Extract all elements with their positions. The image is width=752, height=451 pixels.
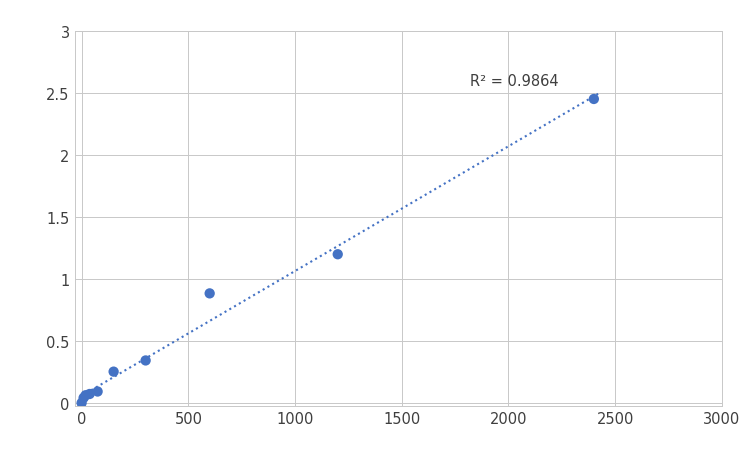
- Point: [83, 391, 96, 398]
- Point: [588, 96, 600, 103]
- Point: [332, 251, 344, 258]
- Point: [92, 388, 104, 395]
- Point: [204, 290, 216, 297]
- Text: R² = 0.9864: R² = 0.9864: [470, 74, 559, 88]
- Point: [108, 368, 120, 375]
- Point: [140, 357, 152, 364]
- Point: [80, 392, 92, 399]
- Point: [77, 394, 89, 401]
- Point: [76, 400, 88, 407]
